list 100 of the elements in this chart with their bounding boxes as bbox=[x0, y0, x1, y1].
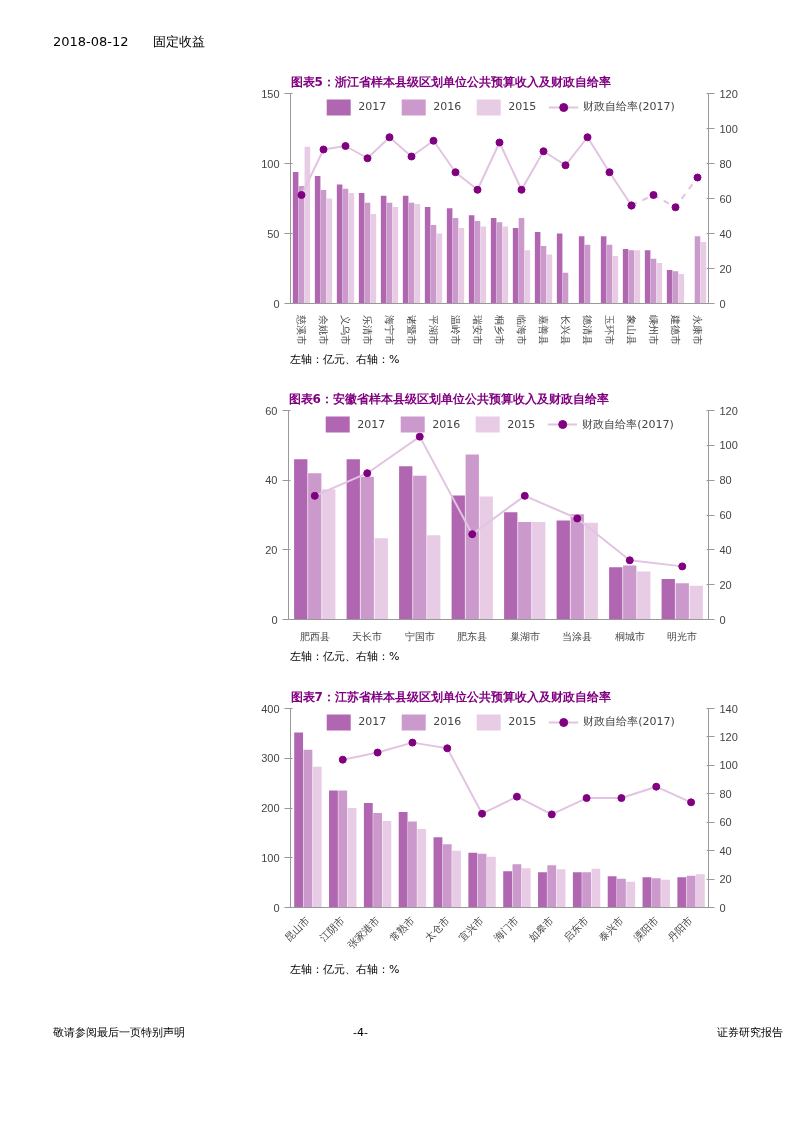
point bbox=[407, 152, 416, 161]
bar bbox=[433, 837, 443, 908]
point bbox=[408, 738, 417, 747]
y2-tick-label: 80 bbox=[719, 474, 732, 487]
x-tick-label: 丹阳市 bbox=[665, 914, 695, 944]
chart-title: 图表5：浙江省样本县级区划单位公共预算收入及财政自给率 bbox=[290, 74, 611, 89]
bar bbox=[451, 495, 465, 620]
bar bbox=[427, 535, 441, 620]
x-tick-label: 肥西县 bbox=[299, 630, 330, 642]
point bbox=[338, 755, 347, 764]
x-tick-label: 永康市 bbox=[692, 314, 703, 345]
y-tick-label: 60 bbox=[265, 404, 278, 417]
x-tick-label: 桐乡市 bbox=[494, 313, 505, 345]
legend-label: 2015 bbox=[508, 715, 537, 729]
point bbox=[385, 132, 394, 141]
point bbox=[547, 810, 556, 819]
bar bbox=[591, 868, 601, 908]
y2-tick-label: 80 bbox=[719, 157, 732, 170]
x-tick-label: 建德市 bbox=[670, 313, 681, 345]
y2-tick-label: 60 bbox=[719, 509, 732, 522]
y2-tick-label: 40 bbox=[719, 844, 732, 857]
x-tick-label: 如皋市 bbox=[526, 914, 556, 944]
bar bbox=[503, 871, 513, 908]
bar bbox=[626, 881, 636, 908]
bar bbox=[623, 565, 637, 620]
bar bbox=[651, 878, 661, 908]
legend-label: 2017 bbox=[358, 715, 387, 729]
x-tick-label: 太仓市 bbox=[422, 914, 452, 944]
point bbox=[617, 794, 626, 803]
x-tick-label: 乐清市 bbox=[362, 314, 373, 345]
chart-title: 图表6：安徽省样本县级区划单位公共预算收入及财政自给率 bbox=[288, 391, 609, 406]
x-tick-label: 海宁市 bbox=[384, 314, 395, 345]
x-tick-label: 德清县 bbox=[582, 314, 593, 345]
point bbox=[561, 160, 570, 169]
point bbox=[539, 146, 548, 155]
text: -4- bbox=[353, 1024, 368, 1041]
bar bbox=[338, 790, 348, 908]
point bbox=[512, 792, 521, 801]
bar bbox=[329, 790, 338, 908]
legend-label: 财政自给率(2017) bbox=[583, 99, 675, 115]
bar bbox=[695, 874, 705, 908]
legend-label: 2017 bbox=[357, 417, 386, 431]
text: 证券研究报告 bbox=[717, 1024, 783, 1041]
legend-label: 2015 bbox=[507, 417, 536, 431]
bar bbox=[532, 522, 546, 620]
x-tick-label: 瑞安市 bbox=[472, 314, 483, 345]
y2-tick-label: 80 bbox=[719, 787, 732, 800]
y2-tick-label: 120 bbox=[719, 87, 738, 100]
y2-tick-label: 20 bbox=[719, 578, 732, 591]
bar bbox=[637, 571, 651, 620]
point bbox=[649, 190, 658, 199]
bar bbox=[609, 567, 623, 620]
x-tick-label: 巢湖市 bbox=[509, 630, 540, 642]
y2-tick-label: 60 bbox=[719, 816, 732, 829]
x-tick-label: 义乌市 bbox=[340, 314, 351, 345]
legend-label: 2016 bbox=[432, 417, 461, 431]
point bbox=[415, 432, 424, 441]
bar bbox=[675, 583, 689, 620]
legend-label: 财政自给率(2017) bbox=[583, 714, 675, 730]
bar bbox=[465, 454, 479, 620]
bar bbox=[442, 844, 452, 908]
x-tick-label: 海门市 bbox=[491, 914, 521, 944]
bar bbox=[468, 852, 478, 908]
point bbox=[373, 748, 382, 757]
x-tick-label: 象山县 bbox=[626, 314, 637, 345]
bar bbox=[417, 828, 427, 908]
x-tick-label: 桐城市 bbox=[613, 630, 645, 642]
y-tick-label: 0 bbox=[271, 613, 278, 626]
y2-tick-label: 0 bbox=[719, 613, 726, 626]
x-tick-label: 当涂县 bbox=[562, 630, 593, 642]
bar bbox=[374, 538, 388, 620]
bar bbox=[452, 850, 461, 908]
bar bbox=[642, 877, 652, 908]
point bbox=[310, 492, 319, 501]
bar bbox=[556, 520, 570, 620]
bar bbox=[504, 512, 518, 620]
bar bbox=[363, 802, 373, 908]
bar bbox=[524, 249, 531, 304]
y-tick-label: 150 bbox=[261, 87, 280, 100]
point bbox=[671, 202, 680, 211]
bar bbox=[556, 869, 566, 908]
point bbox=[478, 809, 487, 818]
bar bbox=[312, 766, 322, 908]
x-tick-label: 嵊州市 bbox=[648, 314, 659, 345]
bar bbox=[413, 475, 427, 620]
point bbox=[495, 138, 504, 147]
bar bbox=[303, 749, 313, 908]
y2-tick-label: 100 bbox=[719, 759, 738, 772]
bar bbox=[486, 856, 496, 908]
bar bbox=[347, 807, 357, 908]
x-tick-label: 嘉善县 bbox=[538, 314, 549, 345]
bar bbox=[607, 876, 617, 908]
bar bbox=[512, 864, 522, 908]
bar bbox=[634, 249, 641, 304]
point bbox=[319, 145, 328, 154]
y2-tick-label: 120 bbox=[719, 730, 738, 743]
point bbox=[363, 153, 372, 162]
bar bbox=[628, 249, 635, 304]
x-tick-label: 张家港市 bbox=[345, 914, 382, 951]
y2-tick-label: 20 bbox=[719, 262, 732, 275]
